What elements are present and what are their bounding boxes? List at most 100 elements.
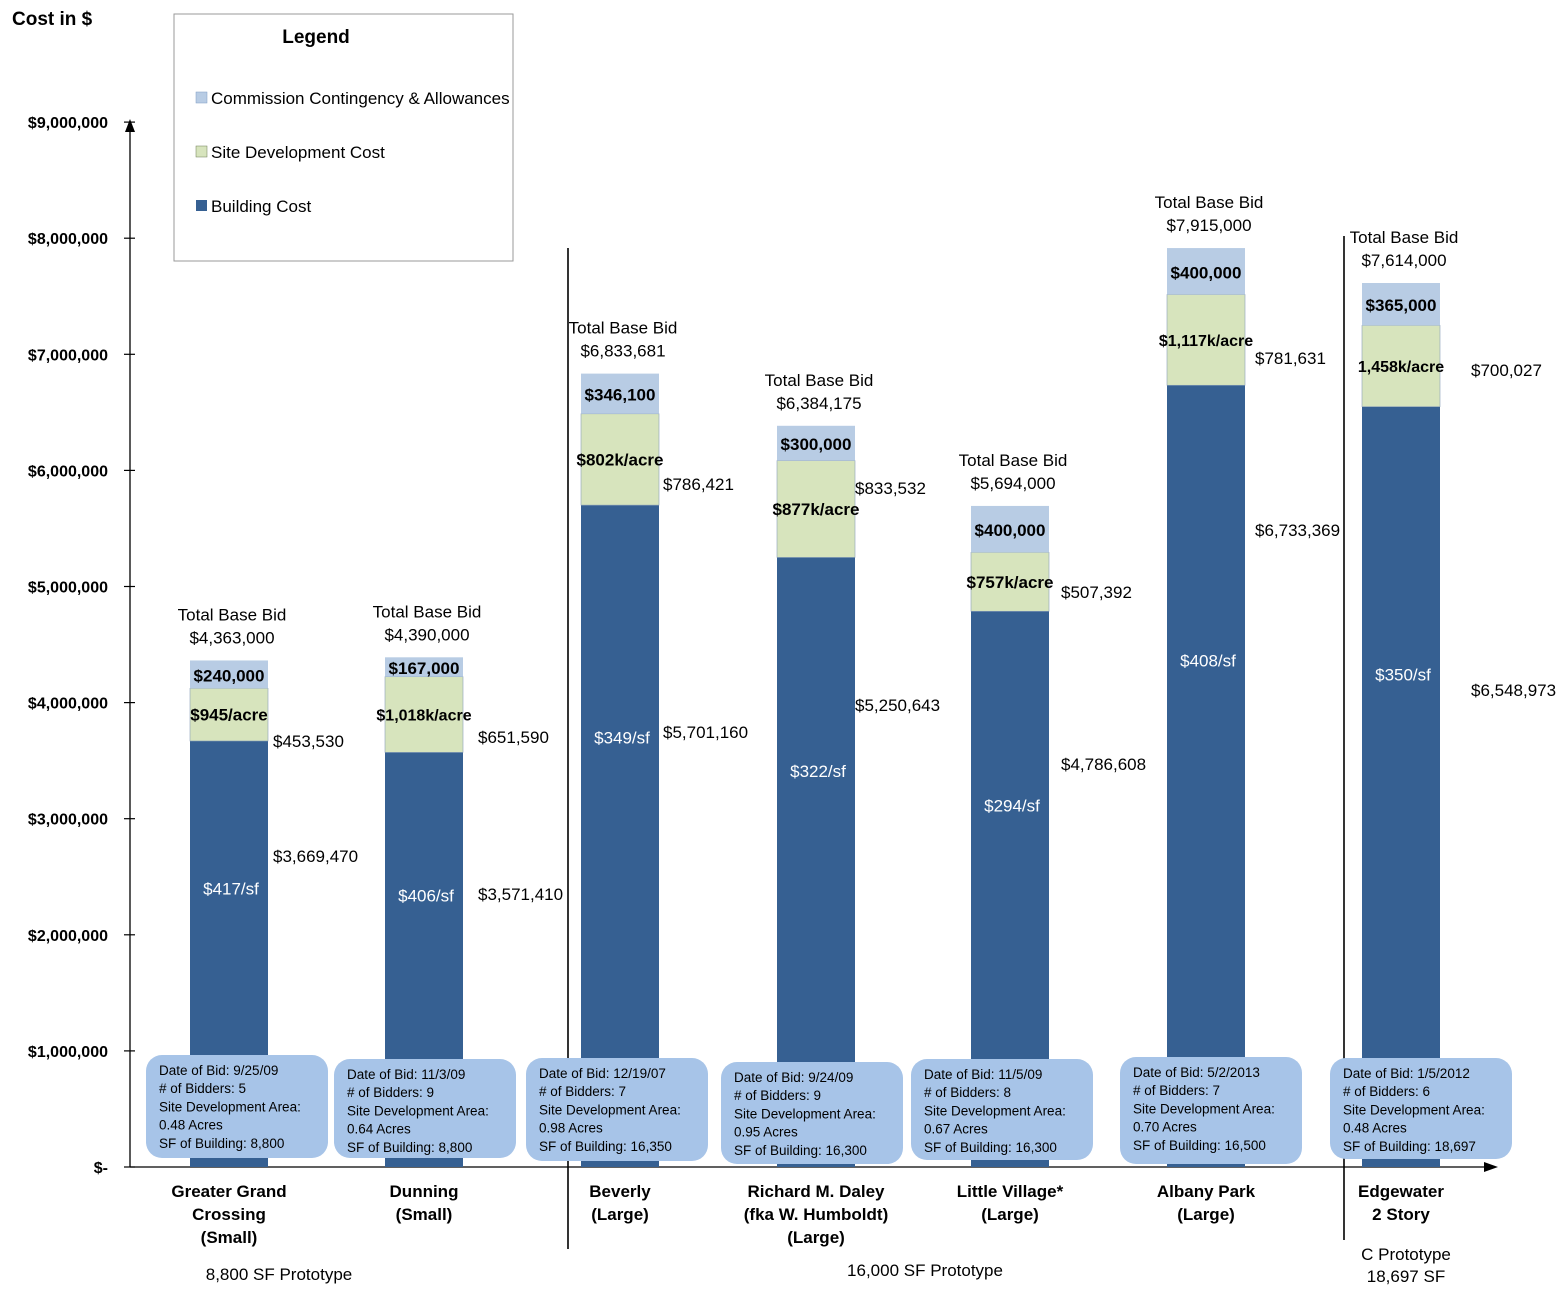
building-rate-label: $417/sf bbox=[203, 879, 259, 898]
bar-contingency bbox=[971, 505, 1049, 553]
site-amount-label: $833,532 bbox=[855, 479, 926, 498]
bar-building bbox=[1362, 406, 1440, 1167]
bar-contingency bbox=[581, 373, 659, 414]
bid-info-line: Site Development Area: bbox=[1133, 1101, 1275, 1116]
bid-info-line: # of Bidders: 7 bbox=[1133, 1083, 1220, 1098]
bar-site bbox=[776, 460, 856, 558]
contingency-label: $167,000 bbox=[389, 659, 460, 678]
site-rate-label: $945/acre bbox=[190, 706, 268, 725]
total-base-bid-caption: Total Base Bid bbox=[959, 451, 1068, 470]
building-amount-label: $6,733,369 bbox=[1255, 521, 1340, 540]
category-label: Little Village* bbox=[957, 1182, 1064, 1201]
y-tick-label: $9,000,000 bbox=[28, 115, 108, 132]
legend-box bbox=[173, 13, 514, 262]
legend: Legend Commission Contingency & Allowanc… bbox=[173, 13, 514, 262]
category-label: Beverly bbox=[589, 1182, 651, 1201]
building-rate-label: $294/sf bbox=[984, 796, 1040, 815]
site-amount-label: $651,590 bbox=[478, 728, 549, 747]
category-label: (Large) bbox=[981, 1205, 1039, 1224]
category-label: 2 Story bbox=[1372, 1205, 1430, 1224]
bid-info-line: SF of Building: 16,500 bbox=[1133, 1138, 1266, 1153]
bid-info-line: Site Development Area: bbox=[159, 1099, 301, 1114]
bid-info-line: SF of Building: 8,800 bbox=[347, 1140, 472, 1155]
y-tick-label: $- bbox=[94, 1160, 108, 1177]
category-label: Albany Park bbox=[1157, 1182, 1256, 1201]
category-label: (Small) bbox=[396, 1205, 453, 1224]
legend-swatch-site bbox=[195, 145, 208, 158]
total-base-bid-value: $7,915,000 bbox=[1166, 216, 1251, 235]
category-label: Crossing bbox=[192, 1205, 266, 1224]
bid-info-box bbox=[1120, 1057, 1302, 1164]
legend-swatch-building bbox=[196, 200, 207, 211]
site-rate-label: $1,117k/acre bbox=[1159, 333, 1253, 350]
total-base-bid-caption: Total Base Bid bbox=[178, 605, 287, 624]
bid-info-line: SF of Building: 8,800 bbox=[159, 1136, 284, 1151]
category-label: Richard M. Daley bbox=[748, 1182, 886, 1201]
y-tick-label: $4,000,000 bbox=[28, 696, 108, 713]
bar-site bbox=[189, 688, 269, 742]
total-base-bid-value: $7,614,000 bbox=[1361, 251, 1446, 270]
total-base-bid-caption: Total Base Bid bbox=[765, 371, 874, 390]
category-label: Dunning bbox=[390, 1182, 459, 1201]
bid-info-line: 0.95 Acres bbox=[734, 1125, 798, 1140]
building-amount-label: $5,250,643 bbox=[855, 696, 940, 715]
bid-info-line: 0.67 Acres bbox=[924, 1122, 988, 1137]
contingency-label: $400,000 bbox=[1171, 263, 1242, 282]
bar-site bbox=[1361, 325, 1441, 407]
y-tick-label: $7,000,000 bbox=[28, 347, 108, 364]
bar-site bbox=[1166, 294, 1246, 386]
site-amount-label: $786,421 bbox=[663, 475, 734, 494]
y-tick-label: $2,000,000 bbox=[28, 928, 108, 945]
bid-info-box bbox=[1330, 1058, 1512, 1159]
bar-site bbox=[580, 413, 660, 506]
building-rate-label: $408/sf bbox=[1180, 652, 1236, 671]
site-rate-label: $757k/acre bbox=[967, 573, 1054, 592]
total-base-bid-value: $5,694,000 bbox=[970, 474, 1055, 493]
total-base-bid-value: $6,833,681 bbox=[580, 342, 665, 361]
bid-info-line: # of Bidders: 7 bbox=[539, 1084, 626, 1099]
bar-contingency bbox=[385, 657, 463, 677]
category-label: (Large) bbox=[787, 1228, 845, 1247]
bid-info-line: Date of Bid: 12/19/07 bbox=[539, 1066, 666, 1081]
bar-labels: $240,000 $945/acre $417/sf $453,530 $3,669,4… bbox=[178, 193, 1556, 906]
bar-contingency bbox=[1167, 248, 1245, 295]
bid-info-line: SF of Building: 18,697 bbox=[1343, 1139, 1476, 1154]
bid-info-line: Date of Bid: 9/24/09 bbox=[734, 1070, 853, 1085]
bar-contingency bbox=[777, 425, 855, 461]
building-rate-label: $350/sf bbox=[1375, 665, 1431, 684]
y-tick-label: $8,000,000 bbox=[28, 231, 108, 248]
total-base-bid-caption: Total Base Bid bbox=[373, 602, 482, 621]
bar-contingency bbox=[190, 660, 268, 689]
info-boxes: Date of Bid: 9/25/09 # of Bidders: 5 Site … bbox=[146, 1055, 1512, 1164]
contingency-label: $365,000 bbox=[1366, 296, 1437, 315]
group-label: 18,697 SF bbox=[1367, 1267, 1445, 1286]
bid-info-box bbox=[146, 1055, 328, 1158]
x-axis-arrow bbox=[1484, 1162, 1498, 1172]
bar-building bbox=[1167, 385, 1245, 1167]
bid-info-line: Site Development Area: bbox=[1343, 1102, 1485, 1117]
bar-contingency bbox=[1362, 283, 1440, 326]
total-base-bid-value: $4,390,000 bbox=[384, 625, 469, 644]
bar-building bbox=[581, 505, 659, 1167]
building-amount-label: $6,548,973 bbox=[1471, 681, 1556, 700]
legend-title: Legend bbox=[282, 27, 350, 48]
bid-info-line: # of Bidders: 8 bbox=[924, 1085, 1011, 1100]
y-axis-arrow bbox=[125, 119, 135, 132]
site-rate-label: $877k/acre bbox=[773, 500, 860, 519]
building-amount-label: $3,571,410 bbox=[478, 885, 563, 904]
building-rate-label: $406/sf bbox=[398, 887, 454, 906]
bid-info-line: Site Development Area: bbox=[347, 1103, 489, 1118]
category-label: Edgewater bbox=[1358, 1182, 1444, 1201]
category-label: (fka W. Humboldt) bbox=[744, 1205, 888, 1224]
y-tick-label: $1,000,000 bbox=[28, 1044, 108, 1061]
contingency-label: $400,000 bbox=[975, 521, 1046, 540]
bid-info-box bbox=[721, 1062, 903, 1164]
legend-entry-contingency: Commission Contingency & Allowances bbox=[211, 89, 510, 108]
building-rate-label: $349/sf bbox=[594, 728, 650, 747]
y-tick-label: $3,000,000 bbox=[28, 812, 108, 829]
y-axis-title: Cost in $ bbox=[12, 9, 93, 30]
building-amount-label: $3,669,470 bbox=[273, 847, 358, 866]
bid-info-line: # of Bidders: 5 bbox=[159, 1081, 246, 1096]
bid-info-line: # of Bidders: 6 bbox=[1343, 1084, 1430, 1099]
site-amount-label: $507,392 bbox=[1061, 583, 1132, 602]
